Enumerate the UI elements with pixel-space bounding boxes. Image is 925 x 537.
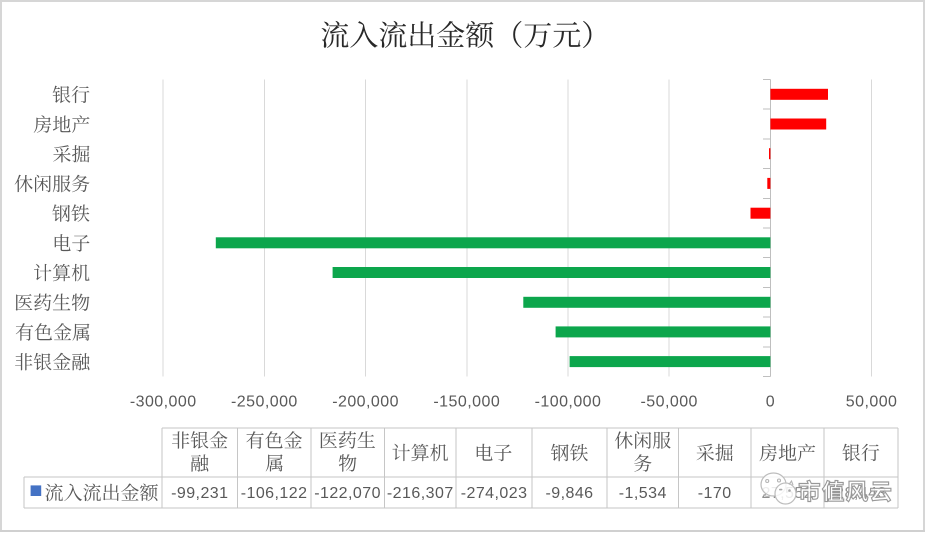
svg-text:-122,070: -122,070 bbox=[314, 485, 381, 502]
svg-text:-1,534: -1,534 bbox=[619, 485, 667, 502]
svg-text:-274,023: -274,023 bbox=[461, 485, 528, 502]
svg-text:0: 0 bbox=[766, 394, 775, 411]
svg-text:-100,000: -100,000 bbox=[535, 394, 602, 411]
svg-text:-200,000: -200,000 bbox=[332, 394, 399, 411]
svg-text:-9,846: -9,846 bbox=[545, 485, 593, 502]
svg-text:-106,122: -106,122 bbox=[241, 485, 308, 502]
svg-text:50,000: 50,000 bbox=[846, 394, 898, 411]
svg-text:-300,000: -300,000 bbox=[130, 394, 197, 411]
svg-text:-250,000: -250,000 bbox=[231, 394, 298, 411]
svg-text:-170: -170 bbox=[698, 485, 732, 502]
svg-text:-99,231: -99,231 bbox=[171, 485, 228, 502]
svg-text:-150,000: -150,000 bbox=[433, 394, 500, 411]
svg-text:-50,000: -50,000 bbox=[640, 394, 697, 411]
svg-text:-216,307: -216,307 bbox=[387, 485, 454, 502]
